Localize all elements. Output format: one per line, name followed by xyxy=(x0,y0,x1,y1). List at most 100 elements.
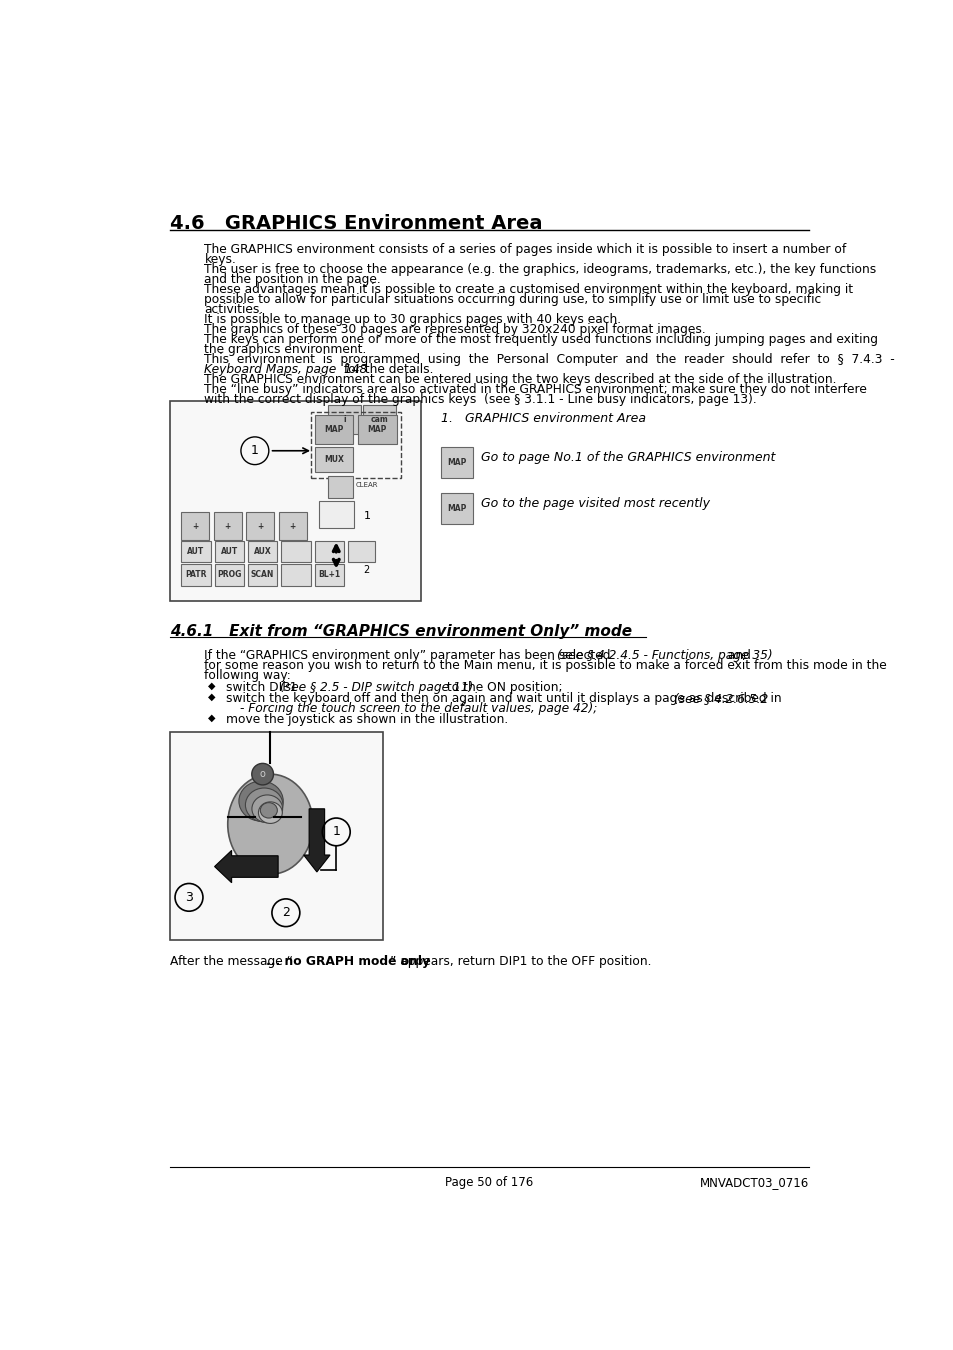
Bar xyxy=(278,513,307,540)
Text: AUT: AUT xyxy=(220,547,237,556)
Text: AUX: AUX xyxy=(253,547,272,556)
Text: SCAN: SCAN xyxy=(251,570,274,579)
Text: 4.6   GRAPHICS Environment Area: 4.6 GRAPHICS Environment Area xyxy=(170,215,541,234)
Text: 1: 1 xyxy=(363,512,370,521)
Bar xyxy=(348,541,375,563)
Ellipse shape xyxy=(245,788,283,822)
Text: These advantages mean it is possible to create a customised environment within t: These advantages mean it is possible to … xyxy=(204,284,853,296)
Text: o: o xyxy=(259,769,265,779)
Text: i: i xyxy=(343,414,346,424)
Text: MAP: MAP xyxy=(367,425,387,433)
Ellipse shape xyxy=(258,802,282,824)
Text: 3: 3 xyxy=(185,891,193,904)
Bar xyxy=(363,405,395,433)
Text: PATR: PATR xyxy=(185,570,207,579)
Bar xyxy=(170,401,421,601)
Text: 1: 1 xyxy=(332,825,340,838)
Text: MAP: MAP xyxy=(447,458,466,467)
Text: Page 50 of 176: Page 50 of 176 xyxy=(444,1176,533,1189)
FancyArrow shape xyxy=(303,809,330,872)
Text: 2: 2 xyxy=(282,906,290,919)
Text: Go to page No.1 of the GRAPHICS environment: Go to page No.1 of the GRAPHICS environm… xyxy=(480,451,775,464)
Text: AUT: AUT xyxy=(187,547,204,556)
Text: The GRAPHICS environment consists of a series of pages inside which it is possib: The GRAPHICS environment consists of a s… xyxy=(204,243,846,256)
Text: - Forcing the touch screen to the default values, page 42);: - Forcing the touch screen to the defaul… xyxy=(240,702,597,714)
Text: activities.: activities. xyxy=(204,302,263,316)
Text: BL+1: BL+1 xyxy=(318,570,340,579)
Text: and: and xyxy=(723,648,750,662)
Text: ◆: ◆ xyxy=(208,713,215,722)
Text: (see § 4.2.4.5 - Functions, page 35): (see § 4.2.4.5 - Functions, page 35) xyxy=(557,648,772,662)
Text: 1.   GRAPHICS environment Area: 1. GRAPHICS environment Area xyxy=(440,412,645,425)
Text: following way:: following way: xyxy=(204,668,291,682)
Bar xyxy=(440,493,473,524)
Circle shape xyxy=(252,763,274,784)
Bar xyxy=(357,414,396,444)
Text: to the ON position;: to the ON position; xyxy=(443,680,562,694)
Text: Keyboard Maps, page  148: Keyboard Maps, page 148 xyxy=(204,363,367,375)
Bar xyxy=(248,541,277,563)
Text: switch DIP1: switch DIP1 xyxy=(226,680,301,694)
Bar xyxy=(281,564,311,586)
Text: and the position in the page.: and the position in the page. xyxy=(204,273,381,286)
Text: +: + xyxy=(290,521,295,531)
Text: the graphics environment.: the graphics environment. xyxy=(204,343,367,356)
Bar xyxy=(328,477,353,498)
Bar xyxy=(311,412,400,478)
Text: +: + xyxy=(192,521,198,531)
Bar xyxy=(181,541,211,563)
Ellipse shape xyxy=(238,782,283,821)
Text: 4.6.1   Exit from “GRAPHICS environment Only” mode: 4.6.1 Exit from “GRAPHICS environment On… xyxy=(170,624,631,639)
Text: The graphics of these 30 pages are represented by 320x240 pixel format images.: The graphics of these 30 pages are repre… xyxy=(204,323,705,336)
Ellipse shape xyxy=(260,803,277,818)
Text: MAP: MAP xyxy=(447,504,466,513)
Text: This  environment  is  programmed  using  the  Personal  Computer  and  the  rea: This environment is programmed using the… xyxy=(204,352,894,366)
Bar xyxy=(314,414,353,444)
Text: with the correct display of the graphics keys  (see § 3.1.1 - Line busy indicato: with the correct display of the graphics… xyxy=(204,393,757,406)
Bar xyxy=(328,405,360,433)
Bar xyxy=(314,447,353,471)
Text: MUX: MUX xyxy=(324,455,343,463)
Text: The keys can perform one or more of the most frequently used functions including: The keys can perform one or more of the … xyxy=(204,333,878,346)
Text: It is possible to manage up to 30 graphics pages with 40 keys each.: It is possible to manage up to 30 graphi… xyxy=(204,313,621,325)
Text: cam: cam xyxy=(371,414,388,424)
Text: keys.: keys. xyxy=(204,252,236,266)
Bar xyxy=(170,732,382,940)
Ellipse shape xyxy=(228,774,313,875)
Text: (see § 2.5 - DIP switch page 11): (see § 2.5 - DIP switch page 11) xyxy=(280,680,474,694)
Bar xyxy=(214,541,244,563)
Text: The “line busy” indicators are also activated in the GRAPHICS environment; make : The “line busy” indicators are also acti… xyxy=(204,383,866,396)
Bar xyxy=(246,513,274,540)
FancyArrow shape xyxy=(214,850,278,883)
Bar xyxy=(281,541,311,563)
Text: Go to the page visited most recently: Go to the page visited most recently xyxy=(480,497,709,510)
Text: After the message “: After the message “ xyxy=(170,954,293,968)
Text: The GRAPHICS environment can be entered using the two keys described at the side: The GRAPHICS environment can be entered … xyxy=(204,373,836,386)
Text: MNVADCT03_0716: MNVADCT03_0716 xyxy=(699,1176,808,1189)
Text: 1: 1 xyxy=(251,444,258,458)
Text: ... no GRAPH mode only: ... no GRAPH mode only xyxy=(266,954,430,968)
Text: for some reason you wish to return to the Main menu, it is possible to make a fo: for some reason you wish to return to th… xyxy=(204,659,886,672)
Bar xyxy=(248,564,277,586)
Text: move the joystick as shown in the illustration.: move the joystick as shown in the illust… xyxy=(226,713,508,725)
Text: CLEAR: CLEAR xyxy=(355,482,377,489)
Text: MAP: MAP xyxy=(324,425,343,433)
Text: switch the keyboard off and then on again and wait until it displays a page as d: switch the keyboard off and then on agai… xyxy=(226,691,785,705)
Text: ◆: ◆ xyxy=(208,691,215,702)
Text: ◆: ◆ xyxy=(208,680,215,691)
Text: +: + xyxy=(257,521,263,531)
Text: If the “GRAPHICS environment only” parameter has been selected: If the “GRAPHICS environment only” param… xyxy=(204,648,615,662)
Ellipse shape xyxy=(252,795,282,822)
Text: +: + xyxy=(224,521,231,531)
Text: for the details.: for the details. xyxy=(340,363,434,375)
Text: ” appears, return DIP1 to the OFF position.: ” appears, return DIP1 to the OFF positi… xyxy=(390,954,651,968)
Bar xyxy=(214,564,244,586)
Bar xyxy=(213,513,241,540)
Text: (see § 4.2.6.5.2: (see § 4.2.6.5.2 xyxy=(674,691,767,705)
Bar xyxy=(314,541,344,563)
Bar xyxy=(314,564,344,586)
Bar xyxy=(181,513,209,540)
Text: PROG: PROG xyxy=(217,570,241,579)
Text: The user is free to choose the appearance (e.g. the graphics, ideograms, tradema: The user is free to choose the appearanc… xyxy=(204,263,876,275)
Bar xyxy=(181,564,211,586)
